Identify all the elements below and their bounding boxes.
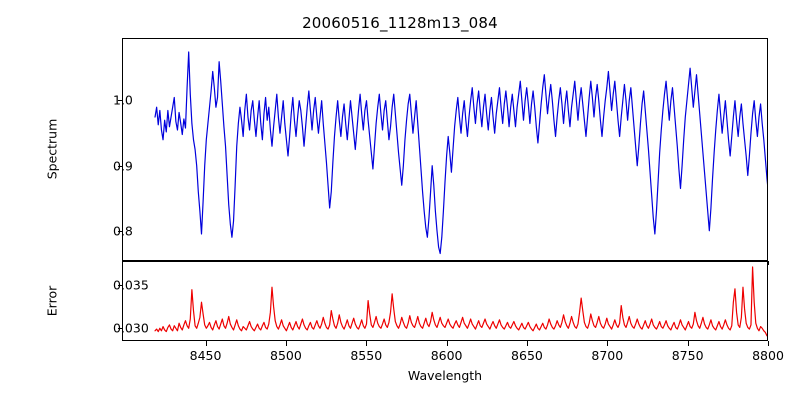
- figure-title: 20060516_1128m13_084: [302, 14, 498, 32]
- error-x-tick: [285, 341, 287, 346]
- error-axis-label-wrap: Error: [45, 286, 60, 316]
- spectrum-y-tick: [117, 165, 122, 167]
- error-x-tick: [205, 341, 207, 346]
- x-tick-label: 8600: [430, 348, 463, 363]
- spectrum-y-tick: [117, 231, 122, 233]
- x-tick-label: 8750: [671, 348, 704, 363]
- error-x-tick: [446, 341, 448, 346]
- error-x-tick: [687, 341, 689, 346]
- error-x-tick: [526, 341, 528, 346]
- error-y-tick: [117, 285, 122, 287]
- spectrum-y-tick: [117, 100, 122, 102]
- x-tick-label: 8650: [511, 348, 543, 363]
- spectrum-axes: [122, 38, 768, 261]
- x-tick-label: 8450: [189, 348, 222, 363]
- spectrum-axis-label-wrap: Spectrum: [45, 119, 60, 180]
- spectrum-axis-label: Spectrum: [44, 118, 60, 180]
- x-tick-label: 8800: [752, 348, 784, 363]
- error-x-tick: [607, 341, 609, 346]
- error-line-plot: [123, 262, 767, 340]
- x-tick-label: 8550: [350, 348, 383, 363]
- error-axis-label: Error: [44, 285, 60, 317]
- error-axes: [122, 261, 768, 341]
- x-axis-label: Wavelength: [407, 368, 483, 383]
- x-tick-label: 8500: [270, 348, 302, 363]
- error-x-tick: [366, 341, 368, 346]
- spectrum-line-plot: [123, 39, 767, 260]
- error-data-line: [155, 267, 767, 336]
- spectrum-x-tick: [768, 261, 769, 265]
- error-y-tick: [117, 328, 122, 330]
- spectrum-data-line: [155, 52, 767, 253]
- error-x-tick: [768, 341, 769, 346]
- x-tick-label: 8700: [591, 348, 624, 363]
